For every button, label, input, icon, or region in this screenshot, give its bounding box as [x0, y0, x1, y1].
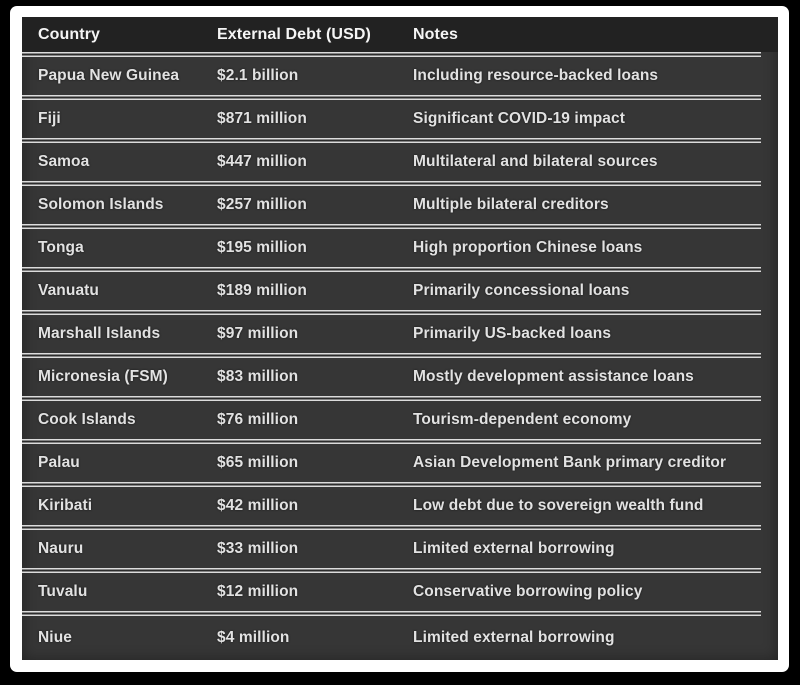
column-header-external-debt: External Debt (USD) — [217, 25, 371, 43]
table-row: Micronesia (FSM) $83 million Mostly deve… — [22, 353, 778, 396]
table-row: Samoa $447 million Multilateral and bila… — [22, 138, 778, 181]
cell-country: Micronesia (FSM) — [38, 368, 168, 385]
table-row: Nauru $33 million Limited external borro… — [22, 525, 778, 568]
table-row: Papua New Guinea $2.1 billion Including … — [22, 52, 778, 95]
cell-debt: $65 million — [217, 454, 299, 471]
cell-notes: Multiple bilateral creditors — [413, 196, 609, 213]
cell-notes: Primarily US-backed loans — [413, 325, 612, 342]
cell-country: Papua New Guinea — [38, 67, 180, 84]
table-card: Country External Debt (USD) Notes Papua … — [10, 6, 789, 672]
cell-notes: Conservative borrowing policy — [413, 583, 643, 600]
cell-debt: $195 million — [217, 239, 307, 256]
table-row: Tuvalu $12 million Conservative borrowin… — [22, 568, 778, 611]
cell-debt: $97 million — [217, 325, 299, 342]
cell-country: Fiji — [38, 110, 61, 127]
cell-notes: Mostly development assistance loans — [413, 368, 694, 385]
cell-country: Marshall Islands — [38, 325, 161, 342]
cell-debt: $76 million — [217, 411, 299, 428]
table-row: Niue $4 million Limited external borrowi… — [22, 611, 778, 660]
cell-country: Kiribati — [38, 497, 93, 514]
cell-debt: $83 million — [217, 368, 299, 385]
cell-country: Vanuatu — [38, 282, 99, 299]
cell-debt: $4 million — [217, 629, 290, 646]
cell-notes: Low debt due to sovereign wealth fund — [413, 497, 704, 514]
table-header-row: Country External Debt (USD) Notes — [22, 17, 778, 52]
cell-country: Samoa — [38, 153, 90, 170]
cell-notes: Multilateral and bilateral sources — [413, 153, 658, 170]
cell-country: Nauru — [38, 540, 84, 557]
column-header-country: Country — [38, 25, 101, 43]
cell-notes: Limited external borrowing — [413, 540, 615, 557]
cell-debt: $257 million — [217, 196, 307, 213]
table-row: Cook Islands $76 million Tourism-depende… — [22, 396, 778, 439]
table-row: Marshall Islands $97 million Primarily U… — [22, 310, 778, 353]
cell-notes: Including resource-backed loans — [413, 67, 659, 84]
cell-notes: Primarily concessional loans — [413, 282, 630, 299]
cell-notes: Significant COVID-19 impact — [413, 110, 625, 127]
cell-debt: $12 million — [217, 583, 299, 600]
cell-notes: Limited external borrowing — [413, 629, 615, 646]
cell-country: Cook Islands — [38, 411, 136, 428]
cell-country: Solomon Islands — [38, 196, 164, 213]
cell-debt: $42 million — [217, 497, 299, 514]
table-row: Tonga $195 million High proportion Chine… — [22, 224, 778, 267]
cell-debt: $189 million — [217, 282, 307, 299]
cell-notes: Asian Development Bank primary creditor — [413, 454, 727, 471]
table-row: Fiji $871 million Significant COVID-19 i… — [22, 95, 778, 138]
cell-debt: $871 million — [217, 110, 307, 127]
column-header-notes: Notes — [413, 25, 458, 43]
cell-notes: High proportion Chinese loans — [413, 239, 643, 256]
cell-country: Palau — [38, 454, 80, 471]
cell-country: Tuvalu — [38, 583, 88, 600]
table-row: Palau $65 million Asian Development Bank… — [22, 439, 778, 482]
cell-notes: Tourism-dependent economy — [413, 411, 632, 428]
table-row: Vanuatu $189 million Primarily concessio… — [22, 267, 778, 310]
cell-country: Tonga — [38, 239, 84, 256]
cell-debt: $2.1 billion — [217, 67, 299, 84]
cell-debt: $447 million — [217, 153, 307, 170]
cell-debt: $33 million — [217, 540, 299, 557]
debt-table: Country External Debt (USD) Notes Papua … — [22, 17, 778, 660]
table-row: Solomon Islands $257 million Multiple bi… — [22, 181, 778, 224]
cell-country: Niue — [38, 629, 72, 646]
table-row: Kiribati $42 million Low debt due to sov… — [22, 482, 778, 525]
